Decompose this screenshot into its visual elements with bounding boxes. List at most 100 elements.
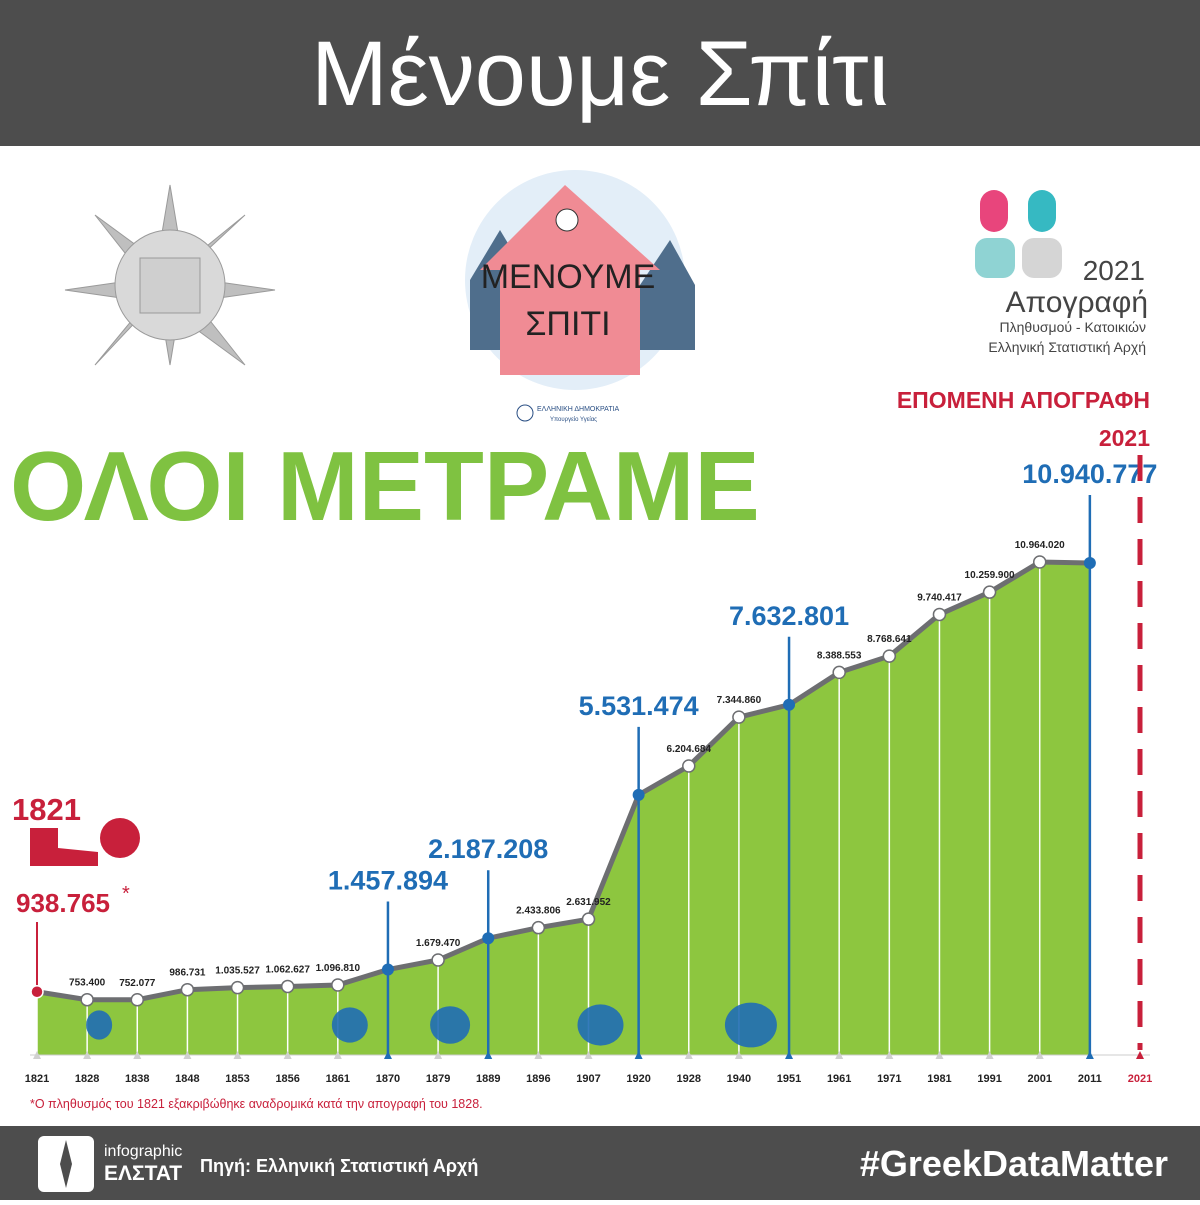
- x-tick-label: 2001: [1027, 1073, 1051, 1085]
- note-mark: *: [122, 883, 130, 905]
- point: [732, 710, 746, 724]
- point: [331, 978, 345, 992]
- value-label: 10.964.020: [1015, 540, 1065, 551]
- footer-source: Πηγή: Ελληνική Στατιστική Αρχή: [200, 1156, 478, 1176]
- tick-mark: [233, 1051, 242, 1059]
- tick-mark: [584, 1051, 593, 1059]
- tick-mark: [885, 1051, 894, 1059]
- tick-mark: [734, 1051, 743, 1059]
- value-label: 7.632.801: [729, 601, 849, 631]
- header-bar: [0, 0, 1200, 146]
- point: [431, 953, 445, 967]
- tick-mark: [484, 1051, 493, 1059]
- x-tick-label: 2011: [1078, 1073, 1102, 1085]
- house-text: ΜΕΝΟΥΜΕ: [481, 258, 656, 296]
- x-tick-label: 1920: [626, 1073, 650, 1085]
- value-label: 1.035.527: [215, 966, 260, 977]
- next-census-year: 2021: [1099, 425, 1150, 451]
- value-label: 1.457.894: [328, 866, 448, 896]
- point: [30, 985, 44, 999]
- footnote: *Ο πληθυσμός του 1821 εξακριβώθηκε αναδρ…: [30, 1097, 483, 1111]
- census-text: Πληθυσμού - Κατοικιών: [1000, 319, 1146, 335]
- value-label: 8.768.641: [867, 634, 912, 645]
- value-label: 10.259.900: [965, 570, 1015, 581]
- first-value-label: 938.765: [16, 888, 110, 918]
- line: [36, 559, 1090, 1003]
- x-tick-label: 1940: [727, 1073, 751, 1085]
- x-tick-label: 1821: [25, 1073, 49, 1085]
- x-tick-label: 1951: [777, 1073, 801, 1085]
- point: [1032, 555, 1047, 569]
- value-label: 753.400: [69, 978, 106, 989]
- area: [37, 562, 1090, 1055]
- greece-map: [724, 1002, 777, 1048]
- value-label: 986.731: [169, 968, 206, 979]
- value-label: 2.631.952: [566, 897, 611, 908]
- point: [682, 759, 696, 773]
- footer-brand: ΕΛΣΤΑΤ: [104, 1162, 182, 1185]
- tick-mark: [383, 1051, 392, 1059]
- x-tick-label: 1856: [275, 1073, 299, 1085]
- x-tick-label: 1879: [426, 1073, 450, 1085]
- tick-mark: [684, 1051, 693, 1059]
- value-label: 2.187.208: [428, 834, 548, 864]
- tick-mark: [183, 1051, 192, 1059]
- x-tick-label: 1991: [977, 1073, 1001, 1085]
- point: [1083, 556, 1096, 569]
- tick-mark: [1035, 1051, 1044, 1059]
- point: [932, 607, 947, 622]
- census-text: Ελληνική Στατιστική Αρχή: [988, 339, 1146, 355]
- x-tick-label: 1870: [376, 1073, 400, 1085]
- point: [783, 698, 796, 711]
- point: [482, 932, 495, 945]
- point: [230, 980, 245, 995]
- footer-bar: [0, 1126, 1200, 1200]
- tick-mark: [935, 1051, 944, 1059]
- x-tick-label: 2021: [1128, 1073, 1152, 1085]
- value-label: 2.433.806: [516, 906, 561, 917]
- tick-mark: [835, 1051, 844, 1059]
- value-label: 7.344.860: [717, 695, 762, 706]
- ministry-text: Υπουργείο Υγείας: [550, 417, 597, 423]
- census-logo: 2021 Απογραφή Πληθυσμού - Κατοικιών Ελλη…: [975, 190, 1148, 355]
- x-tick-label: 1828: [75, 1073, 99, 1085]
- tick-mark: [83, 1051, 92, 1059]
- x-tick-label: 1838: [125, 1073, 149, 1085]
- greece-map: [86, 1010, 113, 1040]
- value-label: 6.204.684: [667, 744, 712, 755]
- footer-hashtag: #GreekDataMatter: [860, 1143, 1168, 1184]
- x-tick-label: 1861: [326, 1073, 350, 1085]
- point: [832, 665, 846, 680]
- tick-mark: [133, 1051, 142, 1059]
- x-tick-label: 1961: [827, 1073, 851, 1085]
- x-tick-label: 1928: [677, 1073, 701, 1085]
- point: [982, 585, 997, 599]
- value-label: 752.077: [119, 978, 156, 989]
- next-census-label: ΕΠΟΜΕΝΗ ΑΠΟΓΡΑΦΗ: [897, 387, 1150, 413]
- point: [280, 979, 295, 994]
- x-tick-label: 1853: [225, 1073, 249, 1085]
- tick-mark: [634, 1051, 643, 1059]
- footer-icon-star: [60, 1140, 72, 1188]
- tick-mark: [985, 1051, 994, 1059]
- elstat-logo: [64, 184, 276, 366]
- value-label: 1.062.627: [265, 964, 310, 975]
- x-tick-label: 1971: [877, 1073, 901, 1085]
- value-label: 5.531.474: [579, 691, 699, 721]
- tick-mark: [333, 1051, 342, 1059]
- header-title: Μένουμε Σπίτι: [311, 23, 889, 125]
- point: [632, 788, 645, 801]
- x-tick-label: 1896: [526, 1073, 550, 1085]
- x-tick-label: 1889: [476, 1073, 500, 1085]
- value-label: 10.940.777: [1022, 459, 1157, 489]
- point: [531, 920, 546, 935]
- tick-mark: [785, 1051, 794, 1059]
- census-title: Απογραφή: [1005, 286, 1148, 319]
- value-label: 1.096.810: [316, 963, 361, 974]
- point: [882, 649, 897, 663]
- point: [180, 982, 195, 997]
- tick-mark: [534, 1051, 543, 1059]
- tick-mark: [1085, 1051, 1094, 1059]
- first-year-label: 1821: [12, 792, 81, 827]
